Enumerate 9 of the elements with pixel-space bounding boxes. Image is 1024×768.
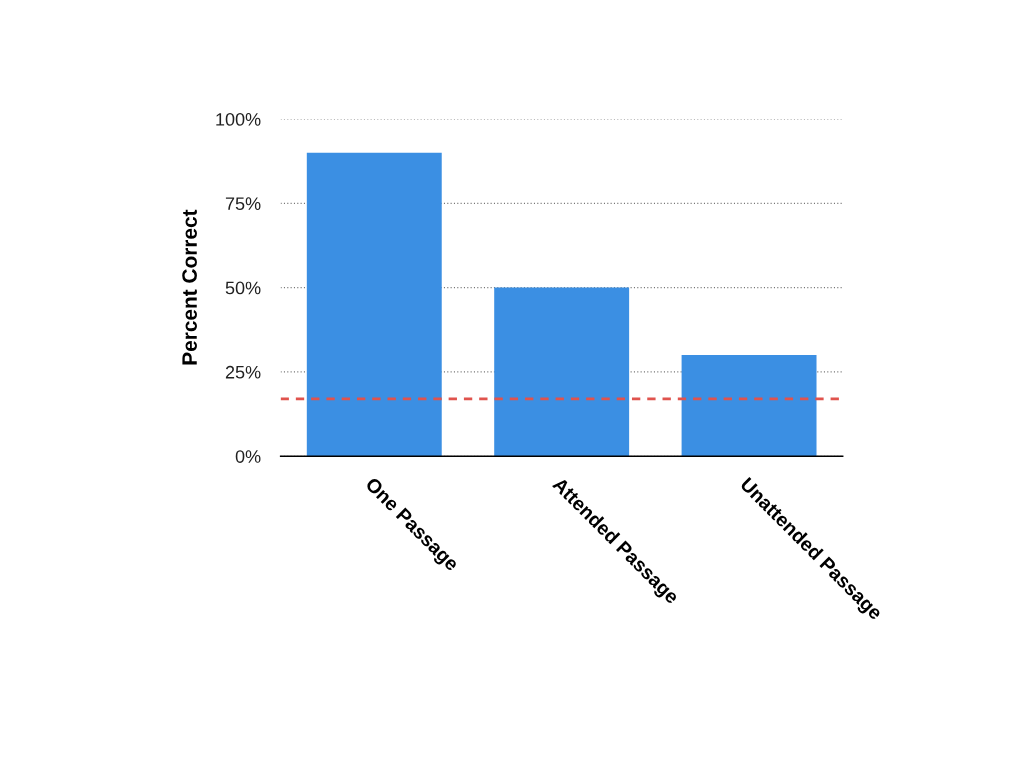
bar	[681, 355, 817, 457]
bar	[306, 152, 442, 457]
y-axis-title: Percent Correct	[182, 209, 197, 365]
bar	[494, 287, 630, 457]
y-tick-label: 25%	[225, 365, 261, 379]
y-tick-label: 75%	[225, 197, 261, 211]
y-tick-label: 0%	[235, 450, 261, 463]
y-tick-label: 100%	[216, 112, 261, 126]
y-tick-label: 50%	[225, 281, 261, 295]
